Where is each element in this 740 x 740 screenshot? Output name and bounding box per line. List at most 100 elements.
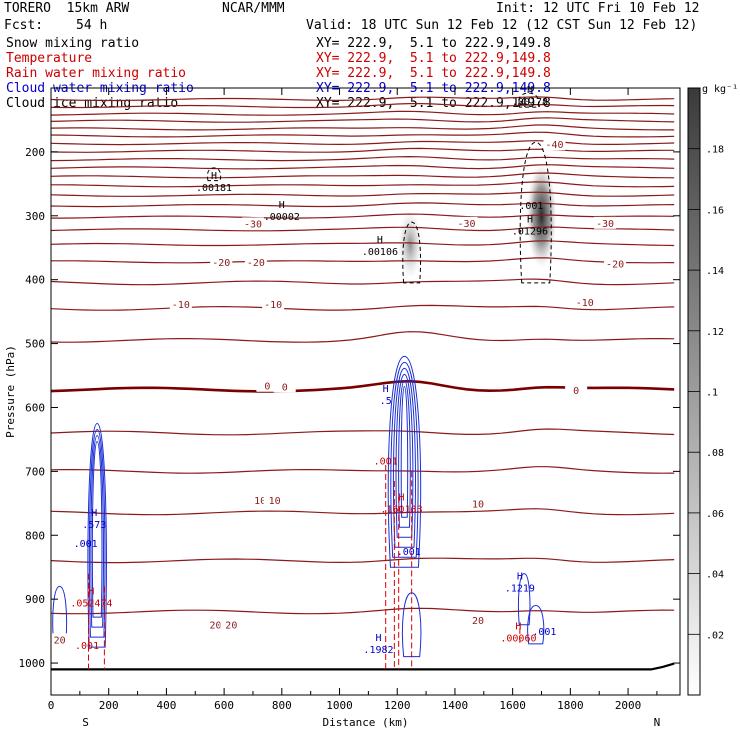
isotherm-line [50, 466, 675, 474]
isotherm-label: 0 [282, 382, 288, 393]
isotherm-label-bg [169, 297, 192, 310]
isotherm-line [50, 155, 675, 162]
cloud-water-contour [387, 355, 422, 568]
cloud-water-contour [395, 373, 414, 538]
isotherm-label: 10 [254, 496, 266, 507]
isotherm-line [50, 304, 675, 311]
isotherm-line [50, 110, 675, 116]
isotherm-label: 20 [225, 621, 237, 632]
isotherm-label: -10 [576, 298, 594, 309]
cloud-water-contour [527, 605, 545, 645]
isotherm-label-bg [573, 296, 596, 309]
isotherm-line [50, 240, 675, 247]
maximum-value-label: .00181 [196, 183, 232, 194]
isotherm-label: -10 [172, 300, 190, 311]
maximum-value-label: .001 [519, 201, 543, 212]
maximum-marker: H [517, 572, 523, 583]
isotherm-label-bg [220, 618, 243, 631]
isotherm-line [50, 117, 675, 123]
y-tick-label: 300 [25, 210, 45, 223]
isotherm-line [50, 331, 675, 343]
cloud-ice-contour [518, 92, 540, 108]
maximum-marker: H [375, 633, 381, 644]
isotherm-line [51, 213, 675, 219]
snow-shade-blob [398, 210, 423, 279]
isotherm-line [50, 508, 675, 516]
cloud-water-contour [392, 367, 416, 548]
legend-temp-name: Temperature [6, 51, 93, 66]
isotherm-label: 20 [472, 616, 484, 627]
isotherm-label-bg [210, 255, 233, 268]
maximum-value-label: .001 [74, 539, 98, 550]
header-org: NCAR/MMM [222, 1, 285, 16]
isotherm-line [50, 140, 675, 146]
maximum-marker: H [527, 214, 533, 225]
isotherm-label-bg [241, 217, 264, 230]
maximum-marker: H [399, 492, 405, 503]
y-tick-label: 600 [25, 401, 45, 414]
colorbar-tick-label: .04 [706, 570, 724, 581]
plot-frame [50, 87, 681, 696]
temperature-isotherms [50, 96, 675, 671]
isotherm-label: -20 [212, 258, 230, 269]
isotherm-line [50, 226, 675, 232]
isotherm-line [50, 191, 675, 197]
maximum-value-label: .160133 [380, 504, 422, 515]
isotherm-line [50, 96, 675, 102]
isotherm-label: 0 [573, 386, 579, 397]
cloud-ice-contours [206, 92, 552, 284]
legend-snow-xy: XY= 222.9, 5.1 to 222.9,149.8 [316, 36, 551, 51]
isotherm-line [50, 607, 675, 615]
isotherm-label: 10 [269, 496, 281, 507]
isotherm-line [50, 147, 675, 153]
maximum-value-label: .001 [374, 457, 398, 468]
x-tick-label: 1400 [442, 699, 469, 712]
header-valid: Valid: 18 UTC Sun 12 Feb 12 (12 CST Sun … [306, 18, 698, 33]
isotherm-label-bg [604, 257, 627, 270]
isotherm-label: 20 [54, 635, 66, 646]
maximum-value-label: .1219 [505, 584, 535, 595]
x-tick-label: 0 [48, 699, 55, 712]
y-axis-label: Pressure (hPa) [4, 345, 17, 438]
maximum-marker: H [377, 235, 383, 246]
snow-shade-blob [526, 163, 557, 268]
north-label: N [654, 716, 661, 729]
isotherm-label: 20 [209, 621, 221, 632]
x-tick-label: 800 [272, 699, 292, 712]
y-tick-label: 200 [25, 146, 45, 159]
maximum-marker: H [88, 586, 94, 597]
cloud-water-contour [87, 422, 107, 648]
maximum-marker: H [515, 621, 521, 632]
isotherm-line [50, 278, 675, 286]
cloud-ice-contour [519, 141, 552, 284]
cloud-water-contour [52, 585, 68, 645]
surface-line [51, 662, 675, 671]
colorbar: .02 .04 .06 .08 .1 .12 .14 .16 .18 g kg⁻¹ [687, 84, 738, 696]
isotherm-line [50, 103, 675, 109]
isotherm-label-bg [565, 384, 588, 397]
colorbar-tick-label: .18 [706, 145, 724, 156]
y-tick-label: 500 [25, 338, 45, 351]
legend-rain-name: Rain water mixing ratio [6, 66, 187, 81]
legend-temp-xy: XY= 222.9, 5.1 to 222.9,149.8 [316, 51, 551, 66]
isotherm-label-bg [244, 255, 267, 268]
isotherm-label-bg [455, 216, 478, 229]
isotherm-label: 0 [264, 382, 270, 393]
contour-labels: -40-30 -30 -30-20 -20 -20-10 -10 -100 0 010 10 102… [48, 85, 627, 656]
colorbar-units: g kg⁻¹ [702, 84, 738, 95]
isotherm-line [50, 172, 675, 179]
x-tick-label: 1200 [384, 699, 411, 712]
y-tick-label: 900 [25, 593, 45, 606]
colorbar-tick-label: .14 [706, 266, 724, 277]
cloud-water-contour [91, 440, 103, 618]
maximum-value-label: .00002 [264, 212, 300, 223]
y-tick-label: 700 [25, 465, 45, 478]
maximum-marker: H [279, 200, 285, 211]
x-tick-label: 600 [214, 699, 234, 712]
isotherm-label: -40 [545, 140, 563, 151]
isotherm-line [50, 557, 675, 564]
isotherm-label-bg [467, 497, 490, 510]
isotherm-label: 10 [472, 499, 484, 510]
colorbar-tick-label: .1 [706, 388, 718, 399]
y-tick-label: 1000 [19, 657, 46, 670]
